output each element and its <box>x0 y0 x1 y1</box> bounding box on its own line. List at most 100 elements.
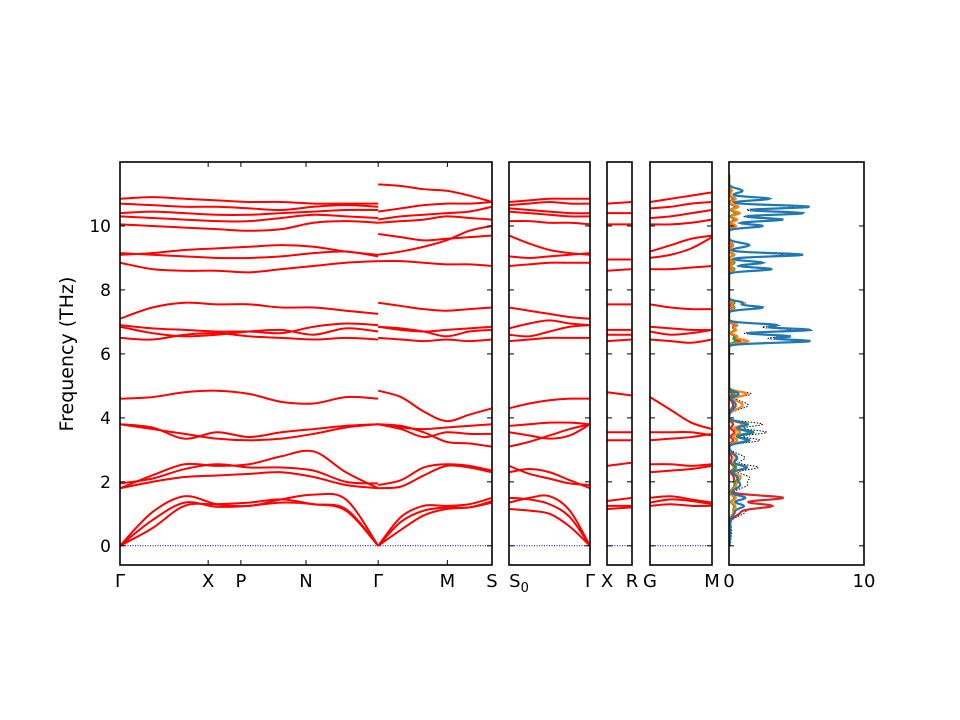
band-line-band-2-s0-b13 <box>509 261 590 267</box>
band-line-band-1-s1-b2 <box>377 501 492 547</box>
band-line-band-4-s0-b2 <box>650 495 712 504</box>
band-line-band-2-s0-b12 <box>509 306 590 320</box>
band-4-plot-area <box>650 191 712 547</box>
x-tick-label: S <box>486 571 497 592</box>
band-line-band-1-s0-b17 <box>120 213 379 223</box>
band-line-band-2-s0-b19 <box>509 200 590 207</box>
dos-total-line <box>729 174 803 546</box>
band-line-band-1-s1-b8 <box>377 389 492 423</box>
band-line-band-2-s0-b1 <box>509 494 590 547</box>
band-line-band-3-s0-b2 <box>607 496 632 503</box>
x-tick-label: Γ <box>585 571 595 592</box>
band-line-band-2-s0-b11 <box>509 319 590 330</box>
band-line-band-1-s1-b5 <box>378 423 492 448</box>
x-tick-label: S0 <box>509 571 529 596</box>
y-tick-label: 6 <box>100 345 111 365</box>
band-line-band-1-s1-b10 <box>378 325 492 338</box>
dos-series-line-1 <box>729 174 750 546</box>
x-tick-label: 0 <box>723 571 734 592</box>
x-tick-label: P <box>235 571 246 592</box>
band-line-band-3-s0-b3 <box>607 461 632 467</box>
band-line-band-1-s0-b19 <box>120 202 379 212</box>
band-line-band-1-s0-b13 <box>120 260 379 274</box>
band-line-band-1-s1-b4 <box>378 464 492 490</box>
band-line-band-3-s0-b6 <box>607 391 632 397</box>
band-line-band-2-s0-b15 <box>509 252 590 259</box>
band-line-band-3-s0-b0 <box>607 506 632 511</box>
y-tick-label: 0 <box>100 537 111 557</box>
band-line-band-1-s0-b20 <box>120 196 379 205</box>
band-line-band-4-s0-b14 <box>650 234 712 253</box>
dos-frame <box>728 161 865 566</box>
dos-series-line-2 <box>729 174 751 546</box>
band-line-band-4-s0-b18 <box>650 191 712 203</box>
dos-plot-area <box>729 174 814 546</box>
band-line-band-1-s0-b0 <box>120 498 379 547</box>
band-line-band-1-s1-b9 <box>378 336 492 343</box>
band-line-band-1-s0-b12 <box>120 301 379 320</box>
panel-band-2: S0 Γ <box>508 161 595 596</box>
band-line-band-1-s0-b7 <box>120 423 379 442</box>
band-line-band-1-s1-b16 <box>378 215 492 224</box>
band-line-band-1-s0-b18 <box>120 208 379 216</box>
band-line-band-2-s0-b5 <box>509 423 590 448</box>
band-2-frame <box>508 161 591 566</box>
dos-series-line-0 <box>729 174 814 546</box>
band-line-band-4-s0-b9 <box>650 328 712 336</box>
band-line-band-1-s1-b3 <box>377 463 492 487</box>
x-tick-label: Γ <box>115 571 125 592</box>
band-line-band-2-s0-b18 <box>509 207 590 215</box>
x-tick-label: G <box>643 571 657 592</box>
band-line-band-1-s0-b14 <box>120 244 379 256</box>
band-line-band-3-s0-b7 <box>607 338 632 343</box>
y-tick-label: 4 <box>100 409 111 429</box>
band-line-band-2-s0-b9 <box>509 336 590 343</box>
band-line-band-1-s0-b3 <box>120 449 379 490</box>
x-tick-label: X <box>601 571 613 592</box>
band-line-band-2-s0-b17 <box>509 210 590 218</box>
band-line-band-2-s0-b3 <box>509 468 590 490</box>
band-line-band-4-s0-b0 <box>650 503 712 507</box>
band-line-band-1-s1-b14 <box>378 232 492 242</box>
band-2-plot-area <box>509 197 590 547</box>
x-tick-label: 10 <box>853 571 876 592</box>
band-line-band-1-s1-b7 <box>378 423 492 431</box>
x-tick-label: R <box>626 571 639 592</box>
band-line-band-1-s0-b9 <box>120 332 379 341</box>
band-line-band-1-s1-b0 <box>377 496 492 547</box>
panel-dos: 0 10 <box>723 161 876 592</box>
band-line-band-4-s0-b10 <box>650 325 712 332</box>
band-line-band-3-s0-b11 <box>607 268 632 272</box>
y-tick-label: 10 <box>89 217 111 237</box>
y-tick-label: 2 <box>100 473 111 493</box>
x-tick-label: M <box>704 571 720 592</box>
band-line-band-1-s1-b19 <box>378 183 492 203</box>
band-line-band-2-s0-b10 <box>509 324 590 338</box>
x-tick-label: N <box>299 571 312 592</box>
band-line-band-1-s1-b18 <box>378 200 492 213</box>
band-line-band-4-s0-b3 <box>650 464 712 474</box>
band-line-band-1-s1-b17 <box>378 205 492 221</box>
y-axis-label: Frequency (THz) <box>56 277 78 432</box>
band-line-band-1-s0-b8 <box>120 389 379 405</box>
band-line-band-2-s0-b7 <box>509 421 590 427</box>
band-line-band-4-s0-b6 <box>650 431 712 437</box>
x-tick-label: M <box>440 571 456 592</box>
band-line-band-1-s1-b13 <box>378 260 492 267</box>
band-1-plot-area <box>120 183 492 547</box>
band-line-band-1-s1-b11 <box>378 325 492 333</box>
band-line-band-1-s0-b16 <box>120 220 379 232</box>
band-line-band-2-s0-b20 <box>509 197 590 203</box>
band-line-band-1-s1-b12 <box>378 301 492 312</box>
band-line-band-4-s0-b1 <box>650 498 712 506</box>
y-tick-label: 8 <box>100 281 111 301</box>
band-line-band-1-s0-b4 <box>120 471 379 490</box>
band-line-band-4-s0-b7 <box>650 396 712 431</box>
band-line-band-1-s0-b5 <box>120 463 379 485</box>
band-line-band-4-s0-b5 <box>650 432 712 442</box>
band-line-band-4-s0-b12 <box>650 264 712 271</box>
band-3-frame <box>606 161 633 566</box>
x-tick-label: Γ <box>373 571 383 592</box>
x-tick-label: X <box>202 571 214 592</box>
